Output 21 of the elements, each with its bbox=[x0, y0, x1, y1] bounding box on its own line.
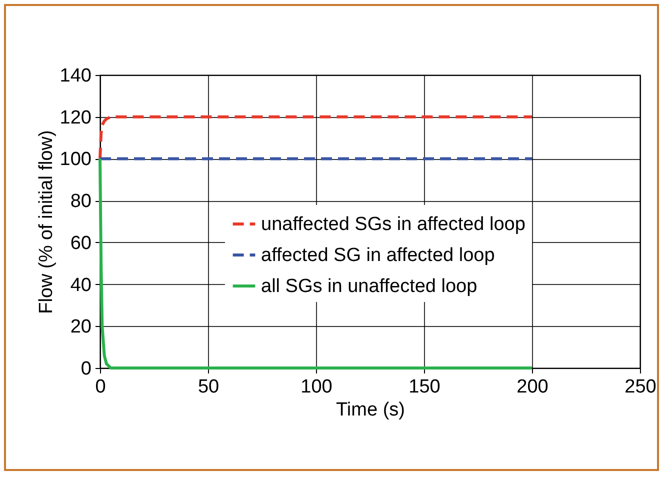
x-tick-label: 200 bbox=[516, 376, 548, 398]
line-series bbox=[98, 115, 534, 160]
line-series bbox=[98, 157, 534, 370]
legend-label: affected SG in affected loop bbox=[261, 245, 495, 266]
y-tick-label: 120 bbox=[60, 107, 92, 128]
x-tick-label: 0 bbox=[95, 376, 106, 398]
x-tick-label: 150 bbox=[408, 376, 440, 398]
legend-label: all SGs in unaffected loop bbox=[261, 276, 478, 297]
x-axis-title: Time (s) bbox=[336, 400, 405, 420]
y-tick-label: 100 bbox=[60, 149, 92, 170]
y-tick-label: 40 bbox=[70, 274, 92, 296]
x-tick-label: 100 bbox=[300, 376, 332, 398]
y-tick-label: 0 bbox=[80, 358, 92, 380]
x-tick-label: 50 bbox=[198, 376, 220, 398]
x-tick-label: 250 bbox=[624, 376, 656, 398]
y-tick-label: 80 bbox=[70, 191, 92, 212]
y-axis-title: Flow (% of initial flow) bbox=[36, 130, 57, 314]
y-tick-label: 20 bbox=[70, 316, 92, 338]
y-tick-label: 60 bbox=[70, 232, 92, 254]
y-tick-label: 140 bbox=[60, 66, 92, 86]
legend-label: unaffected SGs in affected loop bbox=[261, 214, 526, 235]
